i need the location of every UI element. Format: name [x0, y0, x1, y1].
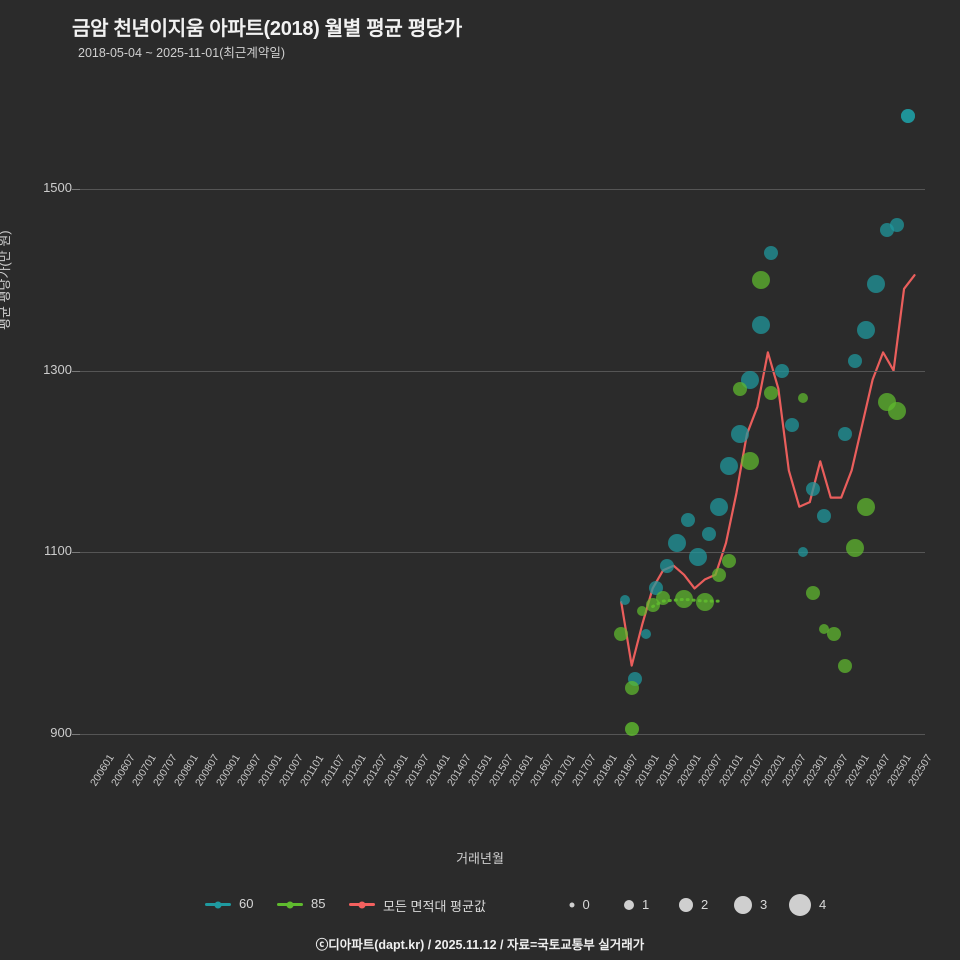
data-point	[846, 538, 865, 557]
data-point	[730, 425, 749, 444]
data-point	[837, 427, 852, 442]
data-point	[640, 628, 651, 639]
y-tick-label: 1100	[44, 543, 72, 559]
data-point	[675, 590, 694, 609]
data-point	[848, 354, 863, 369]
data-point	[764, 245, 779, 260]
chart-legend: 60 85 모든 면적대 평균값 0 1 2 3 4	[0, 892, 960, 920]
data-point	[837, 658, 852, 673]
data-point	[774, 363, 789, 378]
legend-size-dot	[734, 896, 752, 914]
y-tick-mark	[72, 370, 80, 372]
data-point	[614, 626, 629, 641]
chart-subtitle: 2018-05-04 ~ 2025-11-01(최근계약일)	[78, 46, 286, 60]
data-point	[816, 508, 831, 523]
y-tick-mark	[72, 552, 80, 554]
data-point	[797, 392, 808, 403]
page-title: 금암 천년이지움 아파트(2018) 월별 평균 평당가	[72, 18, 462, 40]
data-point	[900, 109, 915, 124]
gridline	[80, 733, 925, 735]
y-tick-label: 900	[50, 724, 72, 740]
data-point	[720, 456, 739, 475]
data-point	[806, 481, 821, 496]
data-point	[645, 597, 660, 612]
data-point	[741, 452, 760, 471]
legend-size-label: 3	[760, 897, 768, 912]
data-point	[668, 534, 687, 553]
data-point	[619, 595, 630, 606]
gridline	[80, 552, 925, 554]
x-axis-label: 거래년월	[456, 851, 504, 866]
data-point	[797, 547, 808, 558]
data-point	[827, 626, 842, 641]
legend-size-dot	[679, 898, 693, 912]
data-point	[624, 681, 639, 696]
legend-label[interactable]: 60	[239, 896, 254, 911]
data-point	[867, 275, 886, 294]
legend-dot-swatch	[214, 901, 222, 908]
data-point	[856, 320, 875, 339]
legend-label[interactable]: 모든 면적대 평균값	[383, 899, 486, 914]
data-point	[659, 558, 674, 573]
data-point	[637, 606, 648, 617]
data-point	[732, 381, 747, 396]
data-point	[722, 554, 737, 569]
data-point	[888, 402, 907, 421]
gridline	[80, 370, 925, 372]
data-point	[624, 722, 639, 737]
data-point	[709, 497, 728, 516]
data-point	[751, 316, 770, 335]
legend-label[interactable]: 85	[311, 896, 326, 911]
legend-dot-swatch	[358, 901, 366, 908]
data-point	[656, 590, 671, 605]
y-tick-mark	[72, 733, 80, 735]
gridline	[80, 188, 925, 190]
data-point	[701, 526, 716, 541]
footer-credit: ⓒ디아파트(dapt.kr) / 2025.11.12 / 자료=국토교통부 실…	[315, 938, 645, 952]
data-point	[806, 585, 821, 600]
legend-size-dot	[569, 902, 575, 908]
data-point	[764, 386, 779, 401]
legend-size-dot	[789, 894, 811, 916]
y-tick-label: 1300	[43, 361, 72, 377]
legend-dot-swatch	[286, 901, 294, 908]
data-point	[818, 624, 829, 635]
y-axis-label: 평균 평당가(만 원)	[0, 230, 12, 330]
data-point	[680, 513, 695, 528]
legend-size-label: 4	[819, 897, 827, 912]
data-point	[711, 567, 726, 582]
legend-size-label: 1	[642, 897, 650, 912]
legend-size-dot	[624, 900, 634, 910]
y-tick-label: 1500	[43, 179, 72, 195]
data-point	[890, 218, 905, 233]
legend-size-label: 2	[701, 897, 709, 912]
data-point	[856, 497, 875, 516]
data-point	[785, 418, 800, 432]
legend-size-label: 0	[582, 897, 590, 912]
data-point	[696, 593, 715, 612]
data-point	[689, 547, 708, 566]
plot-area	[80, 80, 925, 770]
y-tick-mark	[72, 188, 80, 190]
data-point	[751, 270, 770, 289]
